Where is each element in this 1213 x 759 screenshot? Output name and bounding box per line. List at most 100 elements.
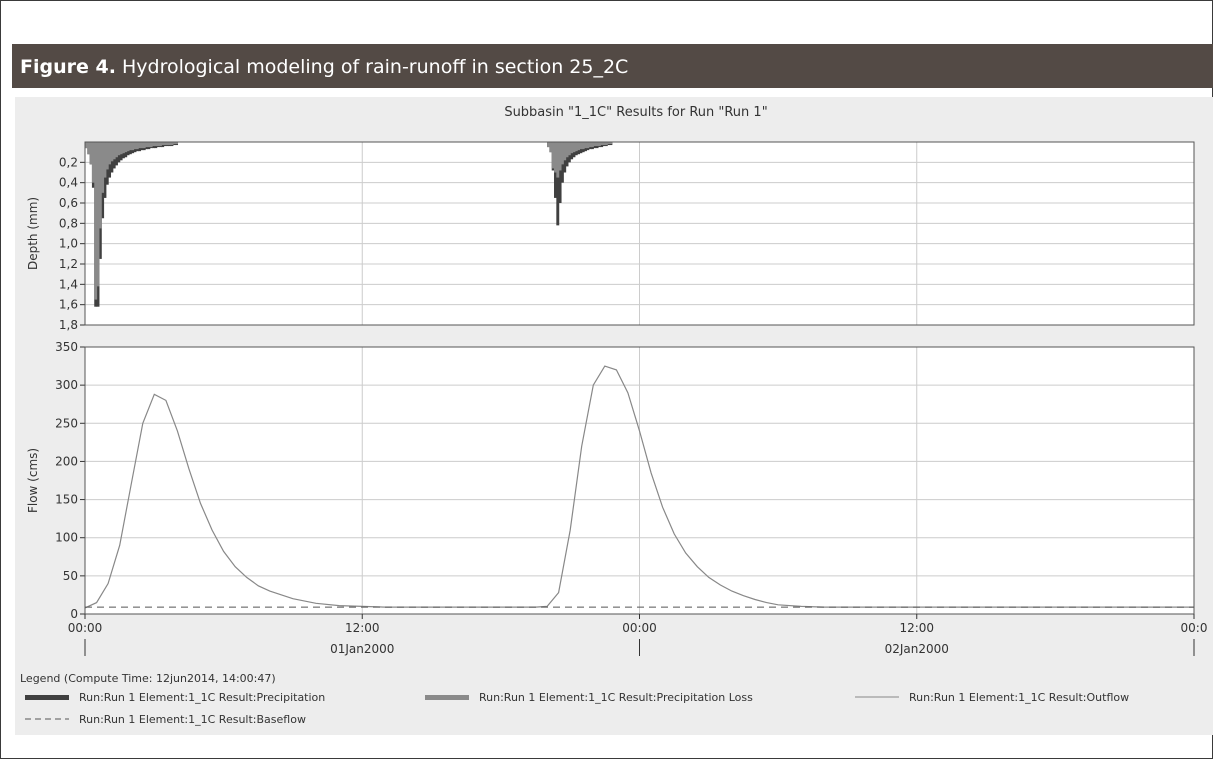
precipitation-loss-bar — [133, 142, 137, 150]
hydrograph-chart: Subbasin "1_1C" Results for Run "Run 1" … — [20, 105, 1208, 726]
legend-swatch — [25, 695, 69, 700]
precipitation-loss-bar — [126, 142, 130, 152]
precipitation-loss-bar — [156, 142, 160, 147]
flow-tick-label: 300 — [55, 378, 78, 392]
precipitation-loss-bar — [172, 142, 176, 145]
precipitation-loss-bar — [547, 142, 550, 148]
flow-axis-label: Flow (cms) — [26, 448, 40, 513]
flow-tick-label: 250 — [55, 416, 78, 430]
precipitation-loss-bar — [161, 142, 165, 146]
legend-title: Legend (Compute Time: 12jun2014, 14:00:4… — [20, 672, 276, 685]
precipitation-loss-bar — [607, 142, 611, 145]
flow-tick-label: 200 — [55, 454, 78, 468]
flow-tick-label: 150 — [55, 493, 78, 507]
precipitation-loss-bar — [87, 142, 91, 155]
precipitation-loss-bar — [147, 142, 151, 148]
legend: Run:Run 1 Element:1_1C Result:Precipitat… — [25, 691, 1129, 726]
time-tick-label: 12:00 — [899, 621, 934, 635]
precipitation-loss-bar — [588, 142, 592, 148]
precipitation-loss-bar — [604, 142, 608, 146]
depth-tick-label: 0,6 — [59, 196, 78, 210]
depth-axis-label: Depth (mm) — [26, 197, 40, 270]
flow-panel: 0 50 100 150 200 250 300 350 Flow (cms) — [26, 340, 1195, 621]
precipitation-loss-bar — [142, 142, 146, 149]
precipitation-loss-bar — [149, 142, 153, 148]
precipitation-loss-bar — [103, 142, 107, 178]
precipitation-loss-bar — [565, 142, 569, 158]
legend-label: Run:Run 1 Element:1_1C Result:Precipitat… — [79, 691, 325, 704]
flow-tick-label: 50 — [63, 569, 78, 583]
legend-entry: Run:Run 1 Element:1_1C Result:Outflow — [855, 691, 1129, 704]
precipitation-loss-bar — [121, 142, 125, 154]
chart-panel: Subbasin "1_1C" Results for Run "Run 1" … — [15, 97, 1213, 735]
precipitation-loss-bar — [558, 142, 562, 171]
precipitation-loss-bar — [115, 142, 118, 158]
depth-tick-label: 1,2 — [59, 257, 78, 271]
flow-tick-label: 0 — [70, 607, 78, 621]
precipitation-loss-bar — [560, 142, 564, 165]
precipitation-loss-bar — [154, 142, 158, 147]
precipitation-loss-bar — [145, 142, 148, 148]
time-axis: 00:00 12:00 00:00 12:00 00:0 01Jan2000 02Jan20… — [68, 614, 1208, 656]
precipitation-bar — [556, 142, 560, 226]
legend-label: Run:Run 1 Element:1_1C Result:Outflow — [909, 691, 1129, 704]
precipitation-loss-bar — [96, 142, 100, 287]
precipitation-loss-bar — [556, 142, 560, 178]
precipitation-loss-bar — [581, 142, 585, 150]
date-label: 01Jan2000 — [330, 642, 394, 656]
depth-tick-label: 0,4 — [59, 176, 78, 190]
precipitation-loss-bar — [119, 142, 123, 155]
precipitation-loss-bar — [91, 142, 95, 183]
precipitation-loss-bar — [105, 142, 109, 170]
precipitation-loss-bar — [570, 142, 574, 154]
depth-panel: 0,2 0,4 0,6 0,8 1,0 1,2 1,4 1,6 1,8 Depth (mm) — [26, 141, 1195, 332]
precipitation-loss-bar — [94, 142, 98, 300]
time-tick-label: 00:00 — [68, 621, 103, 635]
date-label: 02Jan2000 — [885, 642, 949, 656]
precipitation-loss-bar — [168, 142, 172, 146]
legend-label: Run:Run 1 Element:1_1C Result:Precipitat… — [479, 691, 753, 704]
time-tick-label: 12:00 — [345, 621, 380, 635]
figure-caption-text: Hydrological modeling of rain-runoff in … — [115, 56, 629, 78]
precipitation-loss-bar — [586, 142, 590, 149]
precipitation-loss-bar — [574, 142, 578, 152]
precipitation-loss-bar — [572, 142, 576, 153]
precipitation-loss-bar — [135, 142, 139, 150]
legend-label: Run:Run 1 Element:1_1C Result:Baseflow — [79, 713, 306, 726]
legend-swatch — [425, 695, 469, 700]
precipitation-loss-bar — [138, 142, 142, 149]
precipitation-loss-bar — [597, 142, 601, 147]
precipitation-loss-bar — [551, 142, 555, 169]
precipitation-loss-bar — [602, 142, 606, 146]
depth-tick-label: 0,2 — [59, 155, 78, 169]
chart-title: Subbasin "1_1C" Results for Run "Run 1" — [504, 105, 767, 120]
precipitation-loss-bar — [165, 142, 169, 146]
precipitation-loss-bar — [124, 142, 128, 153]
precipitation-loss-bar — [170, 142, 174, 146]
depth-tick-label: 1,4 — [59, 277, 78, 291]
precipitation-loss-bar — [609, 142, 613, 145]
precipitation-loss-bar — [131, 142, 135, 151]
precipitation-loss-bar — [98, 142, 102, 229]
precipitation-loss-bar — [554, 142, 557, 173]
precipitation-bar — [558, 142, 562, 203]
time-tick-label: 00:00 — [622, 621, 657, 635]
precipitation-loss-bar — [117, 142, 121, 156]
precipitation-loss-bar — [584, 142, 587, 149]
figure-caption-label: Figure 4. — [20, 56, 116, 78]
precipitation-loss-bar — [140, 142, 144, 149]
depth-plot-border — [84, 141, 1195, 326]
precipitation-loss-bar — [600, 142, 604, 146]
depth-tick-label: 1,8 — [59, 318, 78, 332]
precipitation-loss-bar — [112, 142, 116, 160]
outflow-line — [84, 365, 1194, 609]
flow-tick-label: 100 — [55, 531, 78, 545]
precipitation-loss-bar — [175, 142, 179, 145]
depth-tick-label: 1,0 — [59, 237, 78, 251]
precipitation-loss-bar — [593, 142, 597, 147]
precipitation-loss-bar — [579, 142, 583, 150]
time-tick-label: 00:0 — [1181, 621, 1208, 635]
legend-entry: Run:Run 1 Element:1_1C Result:Precipitat… — [25, 691, 325, 704]
precipitation-loss-bar — [590, 142, 594, 148]
precipitation-loss-bar — [549, 142, 553, 153]
